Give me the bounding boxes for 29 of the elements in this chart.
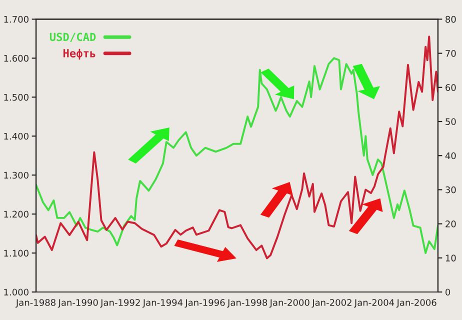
y-tick-label: 1.200: [4, 210, 28, 218]
y2-tick-label: 40: [445, 152, 456, 160]
y2-tick-label: 50: [446, 118, 456, 126]
y-tick-label: 1.500: [4, 94, 28, 101]
y-tick-label: 1.700: [4, 16, 28, 23]
legend-label: Нефть: [63, 48, 96, 60]
y2-tick-label: 60: [446, 84, 456, 91]
y-tick-label: 1.000: [4, 288, 28, 296]
y2-tick-label: 0: [446, 288, 450, 296]
y2-tick-label: 20: [446, 220, 456, 228]
x-tick-label: Jan-1990: [58, 299, 98, 308]
x-tick-label: Jan-1996: [184, 299, 225, 308]
x-tick-label: Jan-2004: [354, 299, 394, 308]
x-tick-label: Jan-1994: [142, 299, 183, 308]
y-tick-label: 1.100: [4, 250, 28, 257]
x-tick-label: Jan-1992: [100, 299, 140, 308]
y-tick-label: 1.300: [4, 172, 28, 179]
y2-tick-label: 80: [446, 16, 456, 23]
y2-tick-label: 70: [446, 50, 456, 57]
x-tick-label: Jan-2000: [269, 299, 310, 308]
y2-tick-label: 30: [446, 186, 456, 194]
y-tick-label: 1.600: [4, 54, 28, 62]
x-tick-label: Jan-1988: [15, 299, 56, 308]
x-tick-label: Jan-2002: [312, 299, 352, 308]
x-tick-label: Jan-1998: [227, 299, 268, 308]
y-tick-label: 1.400: [4, 132, 28, 140]
y2-tick-label: 10: [446, 254, 456, 262]
legend-label: USD/CAD: [50, 32, 96, 42]
x-tick-label: Jan-2006: [396, 299, 436, 308]
